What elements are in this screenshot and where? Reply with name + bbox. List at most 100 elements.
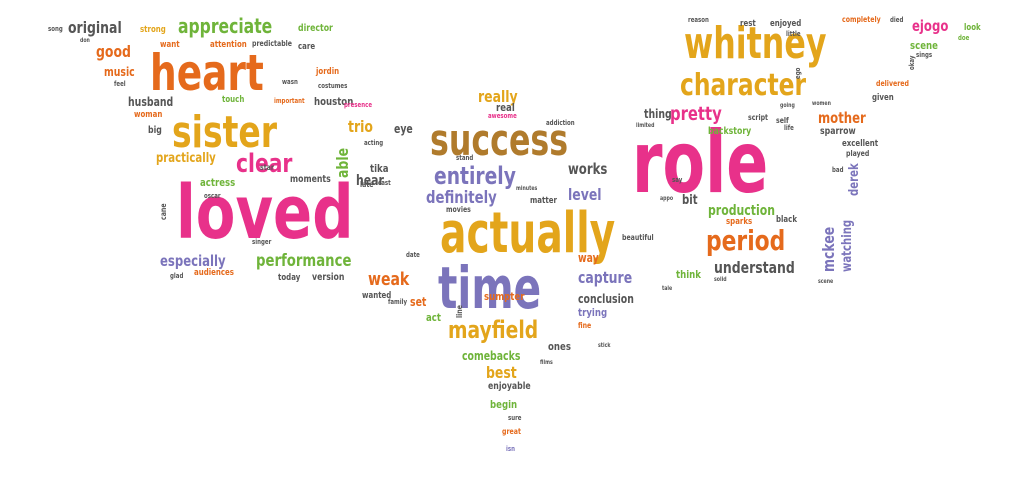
word-35: scene — [910, 40, 938, 52]
word-32: mckee — [821, 227, 839, 272]
word-129: tale — [662, 286, 672, 293]
word-52: ones — [548, 341, 571, 353]
word-71: care — [298, 41, 316, 51]
word-77: enjoyed — [770, 18, 802, 28]
word-51: act — [426, 312, 441, 324]
word-70: predictable — [252, 38, 292, 48]
word-39: hear — [356, 172, 385, 189]
word-128: bad — [832, 166, 843, 174]
word-46: conclusion — [578, 292, 634, 306]
word-18: understand — [714, 260, 795, 278]
word-107: song — [48, 25, 63, 33]
word-132: scene — [818, 279, 834, 286]
word-34: ejogo — [912, 19, 948, 36]
word-38: practically — [156, 150, 216, 166]
word-118: limited — [636, 123, 655, 130]
word-42: thing — [644, 107, 672, 121]
word-8: character — [680, 68, 807, 103]
word-121: little — [786, 30, 801, 38]
word-3: heart — [150, 45, 264, 103]
word-62: matter — [530, 195, 557, 205]
word-125: life — [784, 124, 794, 132]
word-101: date — [406, 251, 420, 259]
word-57: version — [312, 272, 344, 283]
word-58: today — [278, 272, 301, 282]
word-43: bit — [682, 192, 698, 208]
word-4: whitney — [684, 18, 826, 70]
word-92: fine — [578, 320, 591, 330]
word-90: sparks — [726, 216, 752, 226]
word-16: definitely — [426, 187, 497, 207]
word-64: real — [496, 102, 515, 114]
word-23: level — [568, 187, 602, 205]
word-114: stand — [456, 154, 473, 162]
word-1: role — [632, 112, 768, 213]
word-127: going — [780, 103, 795, 110]
word-10: entirely — [434, 163, 516, 191]
word-53: enjoyable — [488, 381, 531, 392]
word-45: comebacks — [462, 349, 520, 363]
word-78: completely — [842, 14, 881, 24]
word-40: tika — [370, 163, 389, 175]
word-14: performance — [256, 250, 351, 270]
word-112: presence — [344, 101, 372, 109]
word-80: doe — [958, 34, 969, 42]
word-93: wanted — [362, 290, 392, 300]
word-120: reason — [688, 16, 709, 24]
word-130: appo — [660, 196, 673, 203]
word-106: cane — [158, 203, 168, 220]
word-60: actress — [200, 177, 235, 189]
word-47: trying — [578, 307, 607, 319]
word-94: family — [388, 298, 407, 306]
word-31: houston — [314, 96, 353, 108]
word-126: women — [812, 101, 831, 108]
word-61: moments — [290, 174, 331, 185]
word-108: don — [80, 38, 90, 45]
word-22: capture — [578, 270, 632, 288]
word-103: oscar — [204, 192, 221, 200]
word-20: pretty — [670, 103, 722, 125]
word-2: actually — [440, 201, 615, 266]
word-56: derek — [846, 163, 862, 196]
word-48: sumpter — [484, 291, 525, 303]
word-49: way — [578, 251, 599, 265]
word-17: especially — [160, 254, 226, 271]
word-123: sings — [916, 51, 932, 59]
word-89: black — [776, 214, 798, 224]
word-9: period — [706, 224, 785, 256]
word-124: okay — [908, 56, 916, 70]
word-105: glad — [170, 272, 183, 280]
word-59: audiences — [194, 267, 234, 277]
word-67: strong — [140, 24, 166, 34]
word-81: backstory — [708, 126, 751, 137]
word-25: trio — [348, 119, 373, 137]
word-99: late — [360, 179, 374, 189]
word-7: sister — [172, 107, 278, 158]
word-83: excellent — [842, 138, 878, 148]
word-36: good — [96, 44, 131, 62]
word-13: mayfield — [448, 317, 538, 345]
word-87: script — [748, 112, 769, 122]
word-6: time — [438, 255, 541, 322]
word-37: music — [104, 65, 135, 79]
word-95: line — [454, 305, 464, 318]
word-100: cast — [378, 179, 391, 187]
word-76: rest — [740, 18, 756, 28]
word-74: touch — [222, 94, 245, 104]
word-55: think — [676, 269, 701, 281]
word-19: production — [708, 202, 775, 219]
word-0: loved — [176, 169, 354, 256]
word-75: woman — [134, 109, 163, 119]
word-11: clear — [236, 149, 293, 179]
word-96: great — [502, 426, 521, 436]
word-98: isn — [506, 445, 515, 453]
word-111: important — [274, 97, 305, 105]
word-33: watching — [839, 220, 855, 272]
word-12: appreciate — [178, 15, 272, 38]
word-119: say — [672, 176, 682, 184]
word-72: jordin — [315, 66, 339, 76]
word-134: films — [540, 360, 553, 367]
word-116: awesome — [488, 112, 517, 120]
word-82: sparrow — [820, 126, 856, 137]
word-50: set — [410, 295, 426, 309]
